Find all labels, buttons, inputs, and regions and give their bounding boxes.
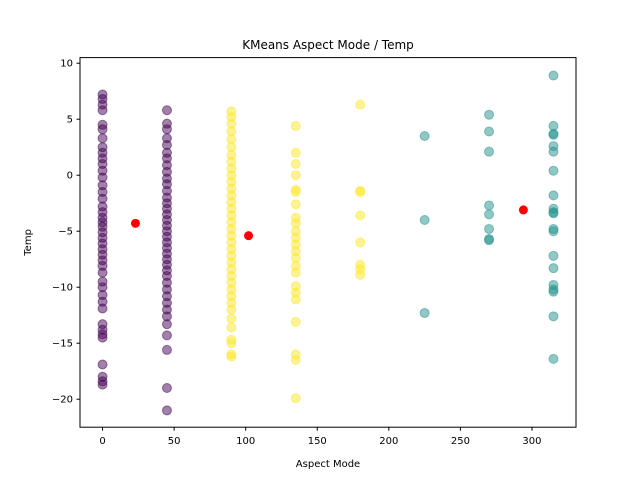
data-point (290, 393, 301, 404)
data-point (419, 307, 430, 318)
data-point (548, 286, 559, 297)
points-layer (97, 70, 559, 416)
data-point (290, 316, 301, 327)
data-point (484, 109, 495, 120)
data-point (355, 269, 366, 280)
centroid-point (130, 218, 140, 228)
data-point (484, 126, 495, 137)
data-point (97, 303, 108, 314)
y-tick-label: 10 (60, 59, 73, 70)
data-point (484, 200, 495, 211)
data-point (548, 207, 559, 218)
data-point (97, 267, 108, 278)
data-point (355, 210, 366, 221)
centroid-point (244, 231, 254, 241)
data-point (97, 379, 108, 390)
x-tick-label: 300 (522, 436, 541, 447)
data-point (419, 215, 430, 225)
x-tick-label: 0 (99, 436, 105, 447)
data-point (548, 250, 559, 261)
centroid-point (518, 205, 528, 215)
y-tick-label: −10 (52, 283, 73, 294)
data-point (97, 133, 108, 144)
data-point (290, 355, 301, 365)
data-point (355, 237, 366, 248)
x-tick-label: 50 (168, 436, 181, 447)
data-point (548, 353, 559, 364)
data-point (548, 311, 559, 322)
data-point (290, 159, 301, 169)
y-tick-label: −5 (58, 227, 73, 238)
data-point (161, 105, 172, 116)
x-tick-label: 100 (236, 436, 255, 447)
data-point (97, 332, 108, 343)
data-point (290, 170, 301, 181)
data-point (161, 124, 172, 135)
x-axis-ticks: 0 50 100 150 200 250 300 (99, 427, 542, 447)
chart-title: KMeans Aspect Mode / Temp (242, 38, 414, 52)
data-point (226, 338, 237, 349)
data-point (97, 359, 108, 370)
data-point (97, 105, 108, 116)
data-point (548, 263, 559, 274)
data-point (161, 344, 172, 355)
data-point (226, 322, 237, 333)
data-point (548, 226, 559, 237)
data-point (484, 235, 495, 246)
x-axis-label: Aspect Mode (296, 459, 360, 470)
data-point (484, 209, 495, 220)
x-tick-label: 200 (379, 436, 398, 447)
data-point (484, 146, 495, 157)
data-point (290, 120, 301, 131)
data-point (226, 304, 237, 315)
data-point (290, 267, 301, 278)
data-point (548, 165, 559, 176)
data-point (290, 199, 301, 210)
data-point (290, 187, 301, 197)
y-tick-label: −20 (52, 395, 73, 406)
y-tick-label: 0 (67, 171, 73, 182)
x-tick-label: 150 (308, 436, 327, 447)
data-point (290, 147, 301, 158)
x-tick-label: 250 (451, 436, 470, 447)
data-point (161, 330, 172, 341)
data-point (161, 383, 172, 393)
data-point (548, 190, 559, 201)
y-axis-ticks: 10 5 0 −5 −10 −15 −20 (52, 59, 80, 406)
data-point (226, 313, 237, 324)
data-point (355, 187, 366, 197)
data-point (161, 405, 172, 416)
centroids-layer (130, 205, 528, 241)
y-axis-label: Temp (23, 229, 34, 257)
y-tick-label: 5 (67, 115, 73, 126)
plot-frame (79, 57, 577, 428)
data-point (548, 128, 559, 139)
data-point (548, 70, 559, 81)
data-point (161, 319, 172, 330)
data-point (290, 294, 301, 305)
data-point (226, 351, 237, 362)
data-point (355, 99, 366, 110)
y-tick-label: −15 (52, 339, 73, 350)
data-point (97, 124, 108, 135)
data-point (548, 146, 559, 157)
data-point (484, 223, 495, 234)
data-point (419, 131, 430, 141)
